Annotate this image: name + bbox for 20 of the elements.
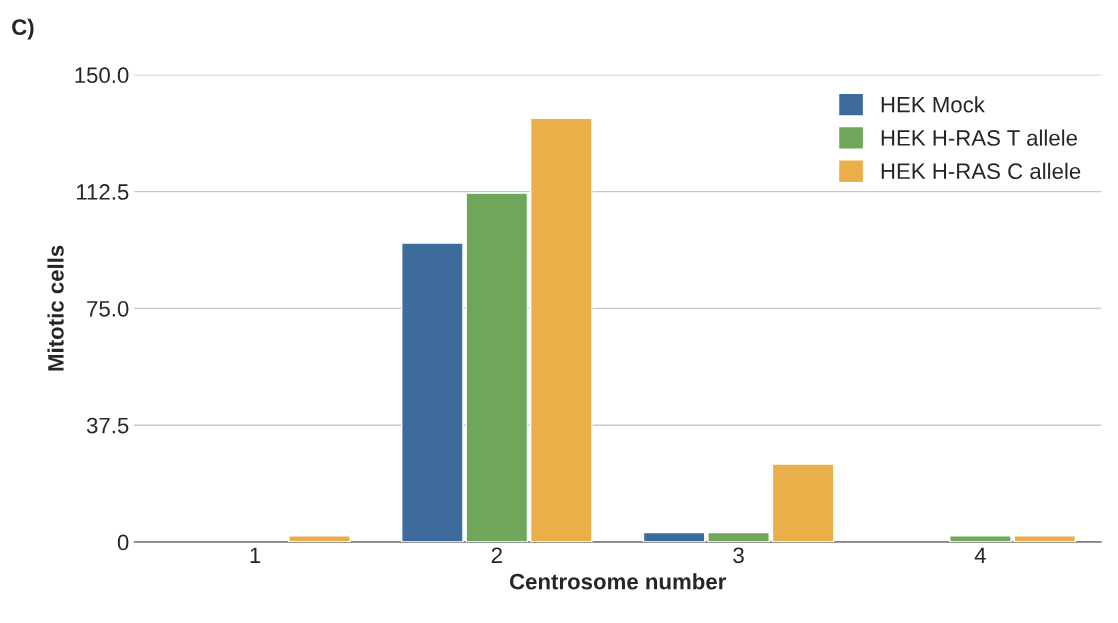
bar [529, 117, 593, 543]
x-tick-label: 3 [733, 547, 744, 564]
legend-label: HEK Mock [881, 96, 985, 113]
y-tick-label: 0 [117, 534, 129, 551]
y-tick-label: 37.5 [86, 417, 129, 434]
x-tick-label: 4 [974, 547, 986, 563]
y-tick-label: 150.0 [75, 67, 129, 84]
x-tick-label: 1 [250, 547, 261, 563]
bar [771, 463, 835, 543]
bar [642, 531, 706, 543]
legend-label: HEK H-RAS C allele [881, 162, 1081, 180]
chart-title: C) [12, 18, 34, 40]
y-tick-label: 75.0 [87, 300, 129, 317]
y-tick-label: 112.5 [77, 184, 129, 200]
x-tick-label: 2 [491, 547, 502, 563]
y-axis-title: Mitotic cells [47, 245, 64, 371]
bar [288, 535, 351, 543]
legend-label: HEK H-RAS T allele [881, 129, 1077, 146]
x-axis-title: Centrosome number [509, 573, 727, 590]
bar [707, 531, 770, 543]
